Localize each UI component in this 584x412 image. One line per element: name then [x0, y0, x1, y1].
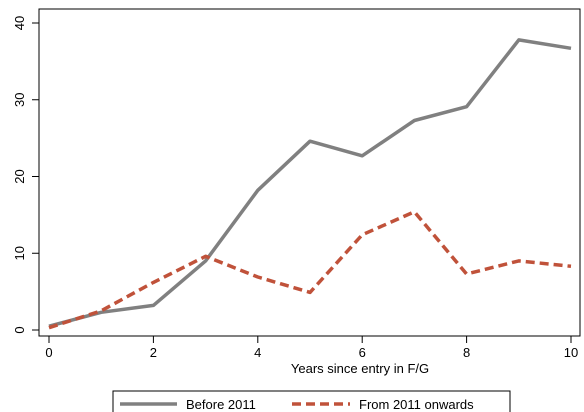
plot-frame	[38, 8, 581, 337]
x-axis-title: Years since entry in F/G	[291, 361, 429, 376]
y-tick-label: 40	[12, 16, 27, 30]
legend-label-2: From 2011 onwards	[359, 397, 474, 412]
y-tick-label: 20	[12, 169, 27, 183]
y-tick-label: 0	[12, 326, 27, 333]
legend-label-1: Before 2011	[186, 397, 256, 412]
legend: Before 2011 From 2011 onwards	[112, 390, 511, 412]
y-tick-label: 10	[12, 246, 27, 260]
series-line-2	[48, 210, 572, 330]
x-tick-label: 6	[359, 345, 366, 360]
series-line-1	[48, 38, 572, 328]
series-layer	[48, 38, 572, 330]
x-tick-label: 2	[150, 345, 157, 360]
x-tick-label: 8	[463, 345, 470, 360]
x-tick-label: 10	[564, 345, 578, 360]
x-tick-label: 4	[254, 345, 261, 360]
x-axis: 0 2 4 6 8 10	[45, 336, 578, 360]
x-tick-label: 0	[45, 345, 52, 360]
y-tick-label: 30	[12, 93, 27, 107]
legend-box	[112, 390, 511, 412]
y-axis: 0 10 20 30 40	[12, 16, 39, 334]
